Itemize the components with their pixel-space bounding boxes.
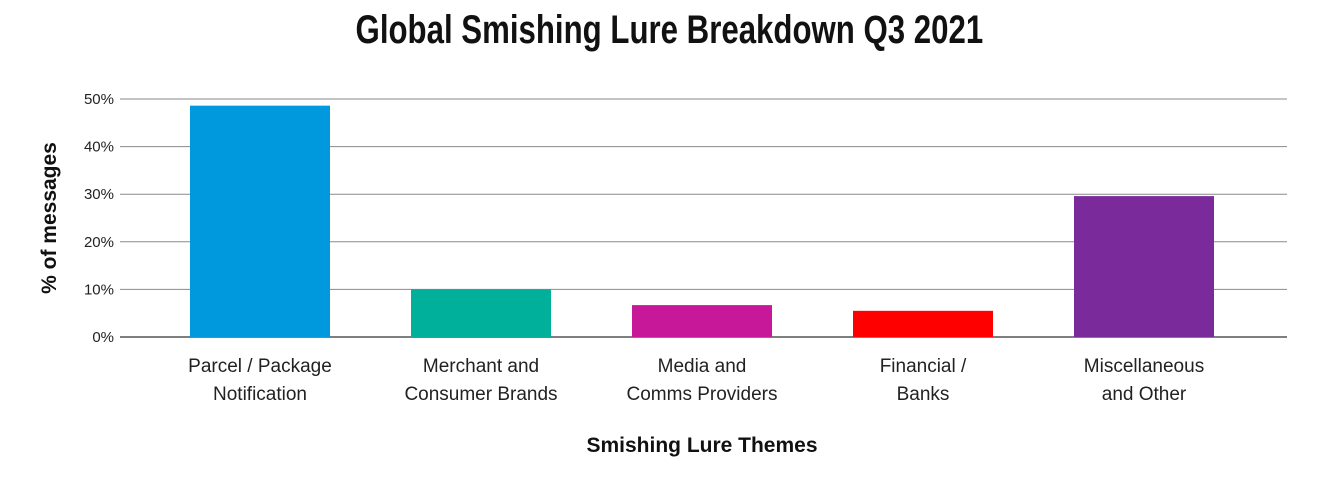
bars <box>190 105 1214 337</box>
bar <box>1074 196 1214 337</box>
y-tick-label: 30% <box>84 186 114 203</box>
x-category-label: Miscellaneous <box>1084 356 1204 377</box>
y-tick-labels: 0% 10% 20% 30% 40% 50% <box>84 91 114 346</box>
y-tick-label: 50% <box>84 91 114 108</box>
x-category-labels: Parcel / Package Notification Merchant and… <box>188 356 1204 405</box>
bar <box>853 310 993 337</box>
bar <box>411 289 551 337</box>
x-category-label: and Other <box>1102 384 1187 405</box>
y-tick-label: 20% <box>84 234 114 251</box>
x-category-label: Financial / <box>880 356 967 377</box>
x-category-label: Consumer Brands <box>404 384 557 405</box>
x-category-label: Notification <box>213 384 307 405</box>
bar <box>632 305 772 337</box>
x-category-label: Comms Providers <box>627 384 778 405</box>
y-axis-title: % of messages <box>38 142 61 294</box>
y-tick-label: 40% <box>84 139 114 156</box>
x-category-label: Parcel / Package <box>188 356 332 377</box>
y-tick-label: 10% <box>84 281 114 298</box>
x-category-label: Merchant and <box>423 356 539 377</box>
bar <box>190 105 330 337</box>
x-category-label: Banks <box>897 384 950 405</box>
x-axis-title: Smishing Lure Themes <box>586 434 817 457</box>
y-tick-label: 0% <box>92 329 114 346</box>
chart-title: Global Smishing Lure Breakdown Q3 2021 <box>355 8 984 52</box>
x-category-label: Media and <box>658 356 747 377</box>
